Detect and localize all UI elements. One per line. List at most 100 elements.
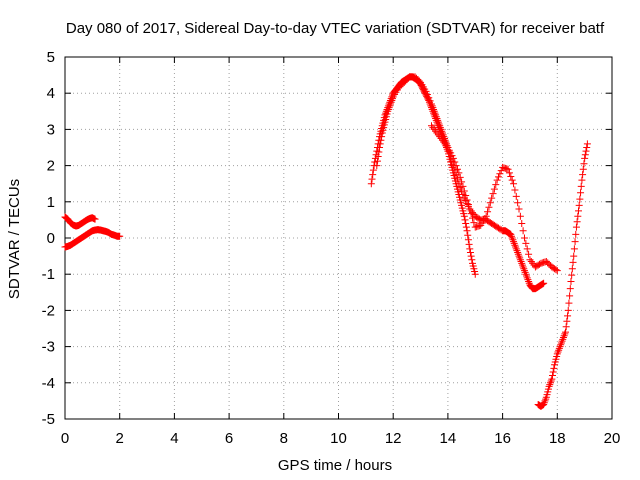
- data-point: [577, 189, 585, 197]
- data-point: [466, 245, 474, 253]
- data-point: [426, 97, 434, 105]
- data-point: [571, 238, 579, 246]
- data-point: [521, 268, 529, 276]
- x-tick-label: 2: [116, 430, 124, 447]
- data-point: [516, 254, 524, 262]
- data-point: [511, 241, 519, 249]
- data-point: [524, 276, 532, 284]
- data-point: [509, 236, 517, 244]
- data-point: [453, 165, 461, 173]
- x-tick-label: 16: [494, 430, 511, 447]
- series-3: [367, 73, 479, 278]
- data-point: [430, 105, 438, 113]
- data-point: [386, 100, 394, 108]
- data-point: [437, 134, 445, 142]
- data-point: [508, 176, 516, 184]
- data-point: [519, 263, 527, 271]
- data-point: [374, 153, 382, 161]
- data-point: [515, 252, 523, 260]
- data-point: [482, 212, 490, 220]
- data-point: [553, 267, 561, 275]
- data-point: [550, 364, 558, 372]
- data-point: [428, 102, 436, 110]
- x-tick-label: 18: [549, 430, 566, 447]
- data-point: [578, 176, 586, 184]
- data-point: [542, 395, 550, 403]
- data-point: [492, 181, 500, 189]
- data-point: [579, 171, 587, 179]
- data-point: [434, 131, 442, 139]
- data-point: [525, 277, 533, 285]
- data-point: [576, 195, 584, 203]
- data-point: [574, 212, 582, 220]
- data-point: [376, 144, 384, 151]
- data-point: [369, 166, 377, 174]
- series-1: [61, 213, 99, 230]
- data-point: [438, 136, 446, 144]
- data-point: [540, 401, 548, 409]
- data-point: [561, 330, 569, 338]
- data-point: [557, 341, 565, 349]
- data-point: [387, 98, 395, 106]
- data-point: [516, 212, 524, 220]
- data-point: [523, 274, 531, 282]
- data-point: [441, 140, 449, 148]
- data-point: [494, 173, 502, 181]
- data-point: [462, 191, 470, 199]
- data-point: [510, 238, 518, 246]
- data-point: [568, 271, 576, 279]
- series-2: [61, 226, 124, 251]
- data-point: [514, 248, 522, 256]
- x-tick-label: 6: [225, 430, 233, 447]
- data-point: [504, 165, 512, 173]
- x-tick-label: 4: [170, 430, 178, 447]
- x-tick-labels: 0 2 4 6 8 10 12 14 16 18 20: [61, 430, 621, 447]
- data-point: [422, 87, 430, 95]
- data-point: [375, 148, 383, 156]
- data-point: [545, 382, 553, 390]
- data-point: [429, 104, 437, 112]
- data-point: [423, 91, 431, 99]
- data-point: [520, 234, 528, 242]
- y-tick-label: -3: [42, 339, 55, 356]
- data-point: [484, 208, 492, 216]
- data-point: [376, 140, 384, 148]
- data-point: [373, 157, 381, 165]
- axis-ticks: [64, 56, 613, 420]
- data-point: [465, 240, 473, 248]
- data-point: [430, 107, 438, 115]
- data-point: [567, 277, 575, 285]
- data-point: [572, 230, 580, 238]
- data-point: [436, 122, 444, 130]
- data-point: [452, 162, 460, 170]
- data-point: [438, 127, 446, 135]
- y-tick-label: 5: [47, 49, 55, 66]
- data-point: [548, 375, 556, 383]
- data-point: [462, 223, 470, 231]
- data-point: [493, 176, 501, 184]
- data-point: [432, 111, 440, 119]
- data-point: [496, 170, 504, 178]
- data-point: [514, 250, 522, 258]
- data-point: [527, 258, 535, 266]
- data-point: [432, 113, 440, 121]
- data-point: [466, 205, 474, 213]
- data-point: [368, 175, 376, 183]
- y-tick-label: -5: [42, 411, 55, 428]
- data-point: [432, 127, 440, 135]
- data-point: [564, 312, 572, 320]
- data-point: [435, 120, 443, 128]
- x-tick-label: 20: [604, 430, 621, 447]
- data-point: [556, 343, 564, 351]
- data-point: [523, 272, 531, 280]
- data-point: [384, 105, 392, 113]
- data-point: [560, 332, 568, 340]
- data-point: [522, 270, 530, 278]
- data-point: [463, 196, 471, 204]
- data-point: [573, 218, 581, 226]
- data-point: [511, 186, 519, 194]
- grid: [65, 57, 612, 419]
- data-point: [378, 133, 386, 141]
- y-tick-label: 3: [47, 121, 55, 138]
- x-tick-label: 14: [440, 430, 457, 447]
